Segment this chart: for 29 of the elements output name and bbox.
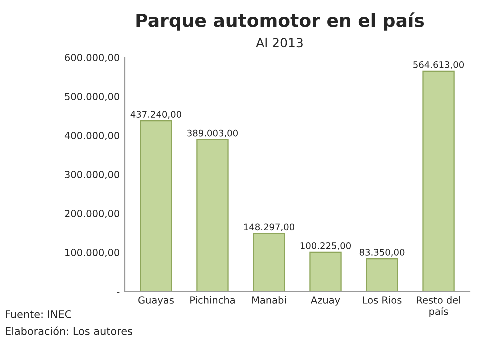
x-tick-label: Manabi	[252, 296, 286, 304]
y-tick-label: 500.000,00	[65, 93, 120, 102]
y-tick-label: 600.000,00	[65, 54, 120, 62]
x-tick-label: Guayas	[138, 296, 174, 306]
x-tick-label: Los Rios	[363, 296, 402, 304]
data-label: 148.297,00	[244, 224, 294, 232]
bar	[253, 233, 286, 292]
bar	[422, 70, 455, 292]
y-tick-label: 300.000,00	[65, 171, 120, 180]
x-tick-label: Azuay	[311, 296, 340, 306]
chart-title: Parque automotor en el país	[136, 12, 424, 31]
y-tick-label: 400.000,00	[64, 132, 120, 140]
y-tick-label: -	[117, 292, 120, 293]
text: Elaboración: Los autores	[6, 326, 132, 336]
data-label: 100.225,00	[300, 242, 351, 250]
bar	[366, 258, 398, 292]
data-label: 564.613,00	[414, 61, 464, 70]
x-tick-label: Resto del país	[417, 296, 460, 318]
source-note: Fuente: INEC	[6, 310, 72, 318]
y-tick-label: 100.000,00	[66, 249, 120, 258]
bar	[310, 252, 342, 292]
bar	[140, 120, 172, 292]
bar	[196, 139, 229, 292]
x-tick-label: Pichincha	[190, 296, 235, 304]
data-label: 437.240,00	[130, 111, 182, 119]
data-label: 83.350,00	[360, 249, 405, 257]
y-tick-label: 200.000,00	[65, 210, 120, 218]
chart-subtitle: Al 2013	[256, 38, 303, 48]
data-label: 389.003,00	[188, 130, 238, 138]
